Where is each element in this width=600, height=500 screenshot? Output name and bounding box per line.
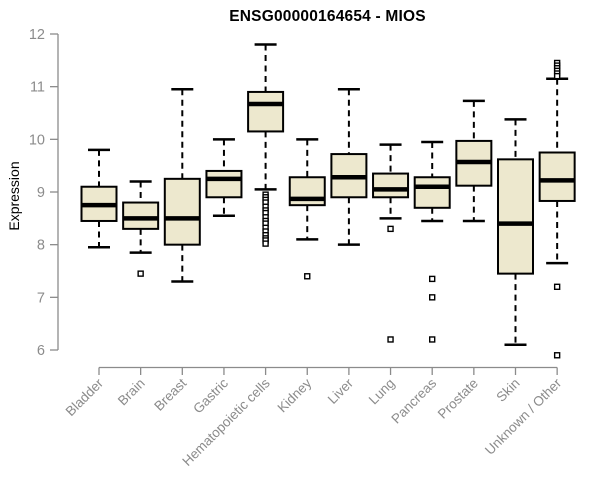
- y-tick-label: 11: [30, 80, 45, 96]
- outlier-point: [429, 275, 436, 283]
- iqr-box: [205, 169, 243, 199]
- y-tick-label: 8: [37, 238, 45, 254]
- outlier-point: [553, 352, 561, 359]
- outlier-point: [553, 283, 561, 290]
- y-tick-label: 12: [29, 27, 45, 43]
- x-category-label: Bladder: [63, 375, 107, 419]
- iqr-box: [163, 177, 201, 246]
- iqr-box: [247, 90, 285, 133]
- iqr-box: [497, 158, 534, 275]
- y-tick-label: 7: [37, 290, 45, 306]
- outlier-point: [304, 273, 311, 280]
- outlier-point: [137, 270, 144, 277]
- outlier-point: [429, 294, 436, 301]
- outlier-point: [429, 336, 436, 343]
- outlier-point: [553, 72, 561, 80]
- x-category-label: Breast: [151, 375, 189, 413]
- iqr-box: [122, 201, 160, 230]
- x-category-label: Gastric: [190, 375, 231, 416]
- iqr-box: [413, 176, 451, 209]
- x-category-label: Lung: [366, 376, 398, 408]
- x-category-label: Brain: [115, 376, 148, 409]
- x-category-label: Skin: [493, 376, 522, 405]
- x-category-label: Prostate: [435, 376, 481, 422]
- iqr-box: [538, 151, 576, 202]
- outlier-point: [387, 225, 394, 233]
- x-category-label: Liver: [325, 375, 357, 407]
- x-category-label: Pancreas: [388, 375, 439, 426]
- chart-title: ENSG00000164654 - MIOS: [229, 8, 426, 25]
- x-category-label: Kidney: [275, 375, 315, 415]
- y-tick-label: 6: [37, 343, 45, 359]
- y-tick-label: 10: [29, 132, 45, 148]
- x-category-label: Unknown / Other: [482, 375, 565, 458]
- outlier-point: [262, 240, 269, 247]
- y-tick-label: 9: [37, 185, 45, 201]
- iqr-box: [372, 172, 410, 199]
- outlier-point: [387, 336, 394, 343]
